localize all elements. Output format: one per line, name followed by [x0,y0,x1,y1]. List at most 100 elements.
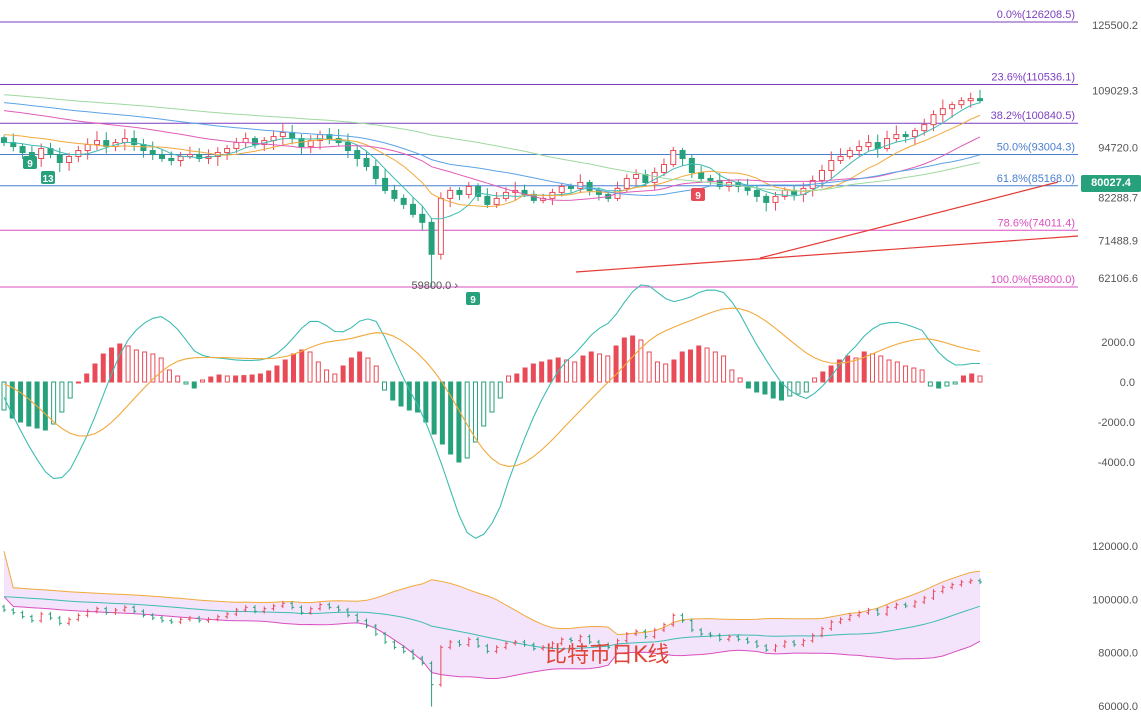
macd-axis-tick: 0.0 [1120,377,1135,389]
candle-body [196,154,203,160]
macd-histogram-bar [969,373,975,383]
macd-histogram-bar [654,361,660,383]
candle-body [586,181,593,191]
macd-histogram-bar [324,369,330,383]
candle-body [372,165,379,179]
macd-histogram-bar [481,381,487,427]
macd-histogram-bar [646,351,652,383]
candle-body [651,171,658,183]
macd-histogram-bar [381,381,387,391]
macd-histogram-bar [216,374,222,383]
macd-histogram-bar [365,357,371,383]
macd-histogram-bar [133,349,139,383]
candle-body [688,158,695,173]
candle-body [818,169,825,181]
macd-histogram-bar [605,355,611,383]
macd-histogram-bar [853,357,859,383]
candle-body [456,189,463,195]
candle-body [251,138,258,146]
ma-line-20 [3,110,981,201]
candle-body [846,150,853,158]
candle-body [400,197,407,205]
macd-histogram-bar [67,381,73,399]
candle-body [344,142,351,152]
macd-histogram-bar [597,353,603,383]
macd-histogram-bar [489,381,495,413]
macd-histogram-bar [340,365,346,383]
candle-body [679,150,686,160]
macd-histogram-bar [861,351,867,383]
current-price-tag: 80027.4 [1081,175,1141,192]
candle-body [939,108,946,116]
macd-axis-tick: -4000.0 [1098,457,1135,469]
macd-histogram-bar [282,359,288,383]
macd-histogram-bar [621,337,627,383]
macd-histogram-bar [92,363,98,383]
macd-histogram-bar [547,359,553,383]
candle-body [763,195,770,203]
candle-body [642,173,649,183]
candle-body [633,173,640,179]
macd-histogram-bar [903,365,909,383]
macd-histogram-bar [712,351,718,383]
macd-histogram-bar [406,381,412,411]
macd-histogram-bar [456,381,462,463]
candle-body [753,189,760,197]
candle-body [893,134,900,140]
macd-histogram-bar [530,363,536,383]
macd-histogram-bar [869,353,875,383]
macd-histogram-bar [696,345,702,383]
macd-histogram-bar [51,381,57,425]
macd-histogram-bar [812,377,818,383]
candle-body [56,154,63,163]
candle-body [279,132,286,138]
candle-body [363,158,370,167]
macd-histogram-bar [249,374,255,383]
macd-histogram-bar [415,381,421,413]
macd-histogram-bar [572,361,578,383]
macd-histogram-bar [663,363,669,383]
fib-level-label: 0.0%(126208.5) [997,9,1075,21]
fib-level-label: 100.0%(59800.0) [991,274,1075,286]
macd-histogram-bar [390,381,396,401]
fib-level-label: 78.6%(74011.4) [998,217,1075,229]
candle-body [837,156,844,162]
macd-histogram-bar [348,357,354,383]
macd-histogram-bar [290,353,296,383]
macd-histogram-bar [423,381,429,423]
ma-line-60 [3,94,981,192]
macd-histogram-bar [522,367,528,383]
candle-body [465,185,472,195]
macd-histogram-bar [431,381,437,435]
macd-histogram-bar [75,381,81,384]
candle-body [698,171,705,179]
candle-body [493,197,500,205]
candle-body [707,177,714,181]
macd-histogram-bar [638,339,644,383]
low-price-annotation: 59800.0 › [412,280,459,292]
macd-histogram-bar [539,361,545,383]
candle-body [958,100,965,106]
boll-upper-line [3,551,981,636]
candle-body [1,137,7,144]
macd-histogram-bar [241,375,247,383]
fib-level-label: 50.0%(93004.3) [997,141,1075,153]
candle-body [828,160,835,171]
macd-histogram-bar [845,355,851,383]
macd-histogram-bar [878,355,884,383]
candle-body [884,138,891,150]
candle-body [186,154,193,158]
macd-histogram-bar [737,377,743,383]
candle-body [419,213,426,223]
macd-histogram-bar [721,355,727,383]
trend-line-lower [575,235,1079,273]
price-axis-tick: 125500.2 [1092,20,1138,32]
td-marker-label: 9 [695,191,701,202]
fib-level-label: 61.8%(85168.0) [997,173,1075,185]
macd-histogram-bar [671,359,677,383]
macd-histogram-bar [1,381,7,411]
macd-histogram-bar [894,361,900,383]
macd-histogram-bar [563,359,569,383]
macd-histogram-bar [464,381,470,459]
chart-watermark: 比特币日K线 [545,643,670,668]
